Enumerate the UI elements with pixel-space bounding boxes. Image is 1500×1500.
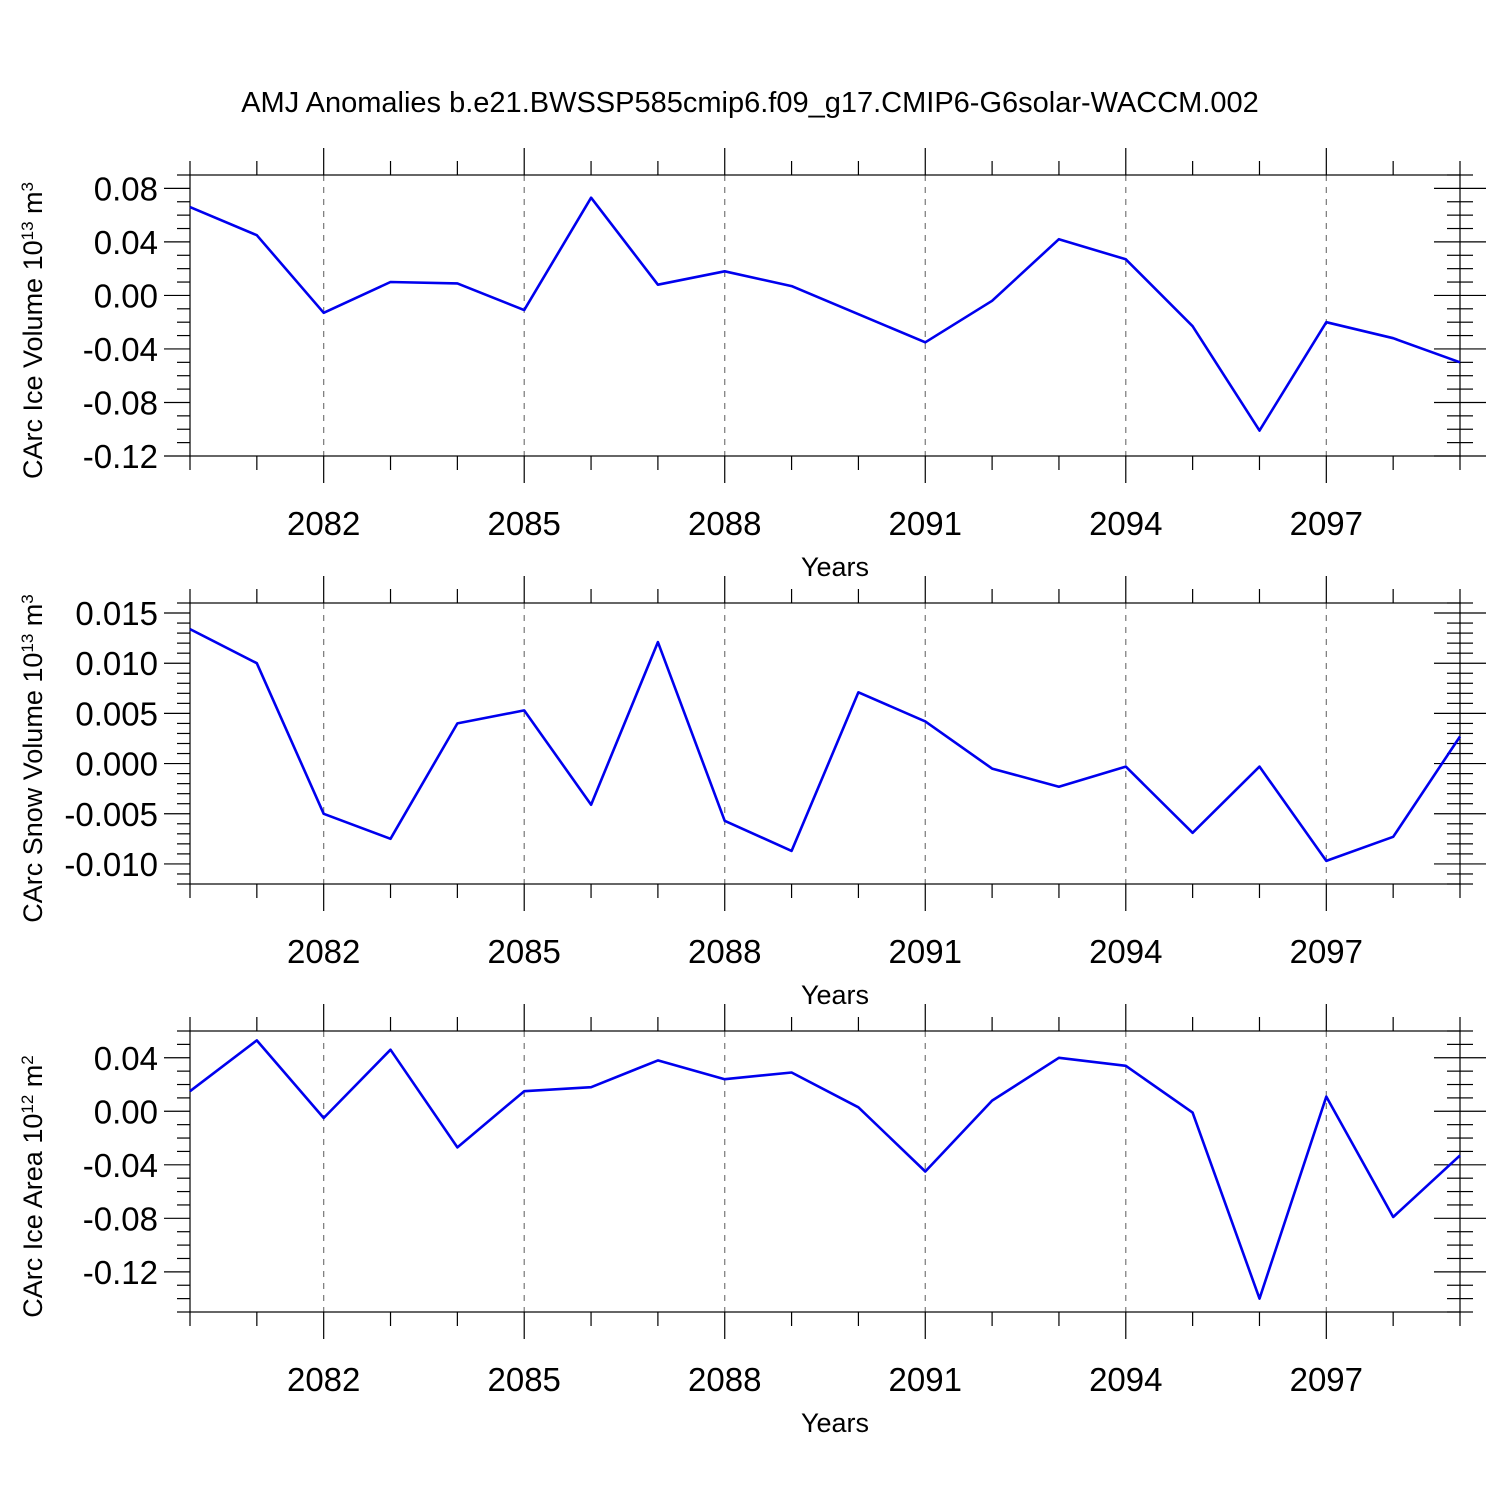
y-axis-label: CArc Ice Volume 1013 m3 — [18, 182, 49, 479]
y-tick-label: 0.04 — [94, 224, 158, 261]
y-tick-label: -0.010 — [64, 846, 158, 883]
y-tick-label: -0.04 — [83, 1147, 158, 1184]
y-tick-label: -0.12 — [83, 1254, 158, 1291]
x-tick-label: 2088 — [688, 1361, 761, 1398]
x-tick-label: 2091 — [889, 505, 962, 542]
x-tick-label: 2094 — [1089, 505, 1162, 542]
x-tick-label: 2097 — [1290, 505, 1363, 542]
x-tick-label: 2088 — [688, 933, 761, 970]
y-axis-label: CArc Ice Area 1012 m2 — [18, 1055, 49, 1318]
figure-title: AMJ Anomalies b.e21.BWSSP585cmip6.f09_g1… — [241, 87, 1259, 119]
x-tick-label: 2082 — [287, 1361, 360, 1398]
plot-frame — [189, 1030, 1461, 1313]
y-tick-label: -0.08 — [83, 384, 158, 421]
y-tick-label: -0.005 — [64, 796, 158, 833]
x-tick-label: 2094 — [1089, 933, 1162, 970]
y-tick-label: 0.000 — [75, 746, 158, 783]
x-tick-label: 2091 — [889, 1361, 962, 1398]
x-axis-label: Years — [801, 1408, 869, 1438]
series-line-1 — [189, 196, 1461, 432]
x-tick-label: 2097 — [1290, 1361, 1363, 1398]
x-tick-label: 2085 — [487, 1361, 560, 1398]
x-axis-label: Years — [801, 980, 869, 1010]
x-tick-label: 2082 — [287, 505, 360, 542]
y-tick-label: 0.08 — [94, 170, 158, 207]
chart-panel-2: 2082 2085 2088 2091 2094 2097 -0.010 -0.005 0.00… — [18, 576, 1486, 1010]
y-tick-label: 0.015 — [75, 595, 158, 632]
series-line-1 — [189, 627, 1462, 863]
series-line-1 — [189, 1039, 1461, 1300]
y-tick-label: 0.00 — [94, 277, 158, 314]
chart-panel-1: 2082 2085 2088 2091 2094 2097 -0.12 -0.08 -0.04 0… — [18, 148, 1486, 582]
x-tick-label: 2085 — [487, 505, 560, 542]
x-axis-label: Years — [801, 552, 869, 582]
y-tick-label: -0.12 — [83, 438, 158, 475]
x-tick-label: 2088 — [688, 505, 761, 542]
y-tick-label: 0.010 — [75, 645, 158, 682]
x-tick-label: 2085 — [487, 933, 560, 970]
plot-frame — [189, 174, 1461, 457]
chart-panel-3: 2082 2085 2088 2091 2094 2097 -0.12 -0.08 -0.04 0… — [18, 1004, 1486, 1438]
y-axis-label: CArc Snow Volume 1013 m3 — [18, 594, 49, 923]
y-tick-label: -0.08 — [83, 1200, 158, 1237]
y-tick-label: 0.005 — [75, 695, 158, 732]
x-tick-label: 2097 — [1290, 933, 1363, 970]
y-tick-label: -0.04 — [83, 331, 158, 368]
x-tick-label: 2082 — [287, 933, 360, 970]
x-tick-label: 2094 — [1089, 1361, 1162, 1398]
plot-frame — [189, 602, 1461, 885]
y-tick-label: 0.00 — [94, 1093, 158, 1130]
x-tick-label: 2091 — [889, 933, 962, 970]
y-tick-label: 0.04 — [94, 1040, 158, 1077]
